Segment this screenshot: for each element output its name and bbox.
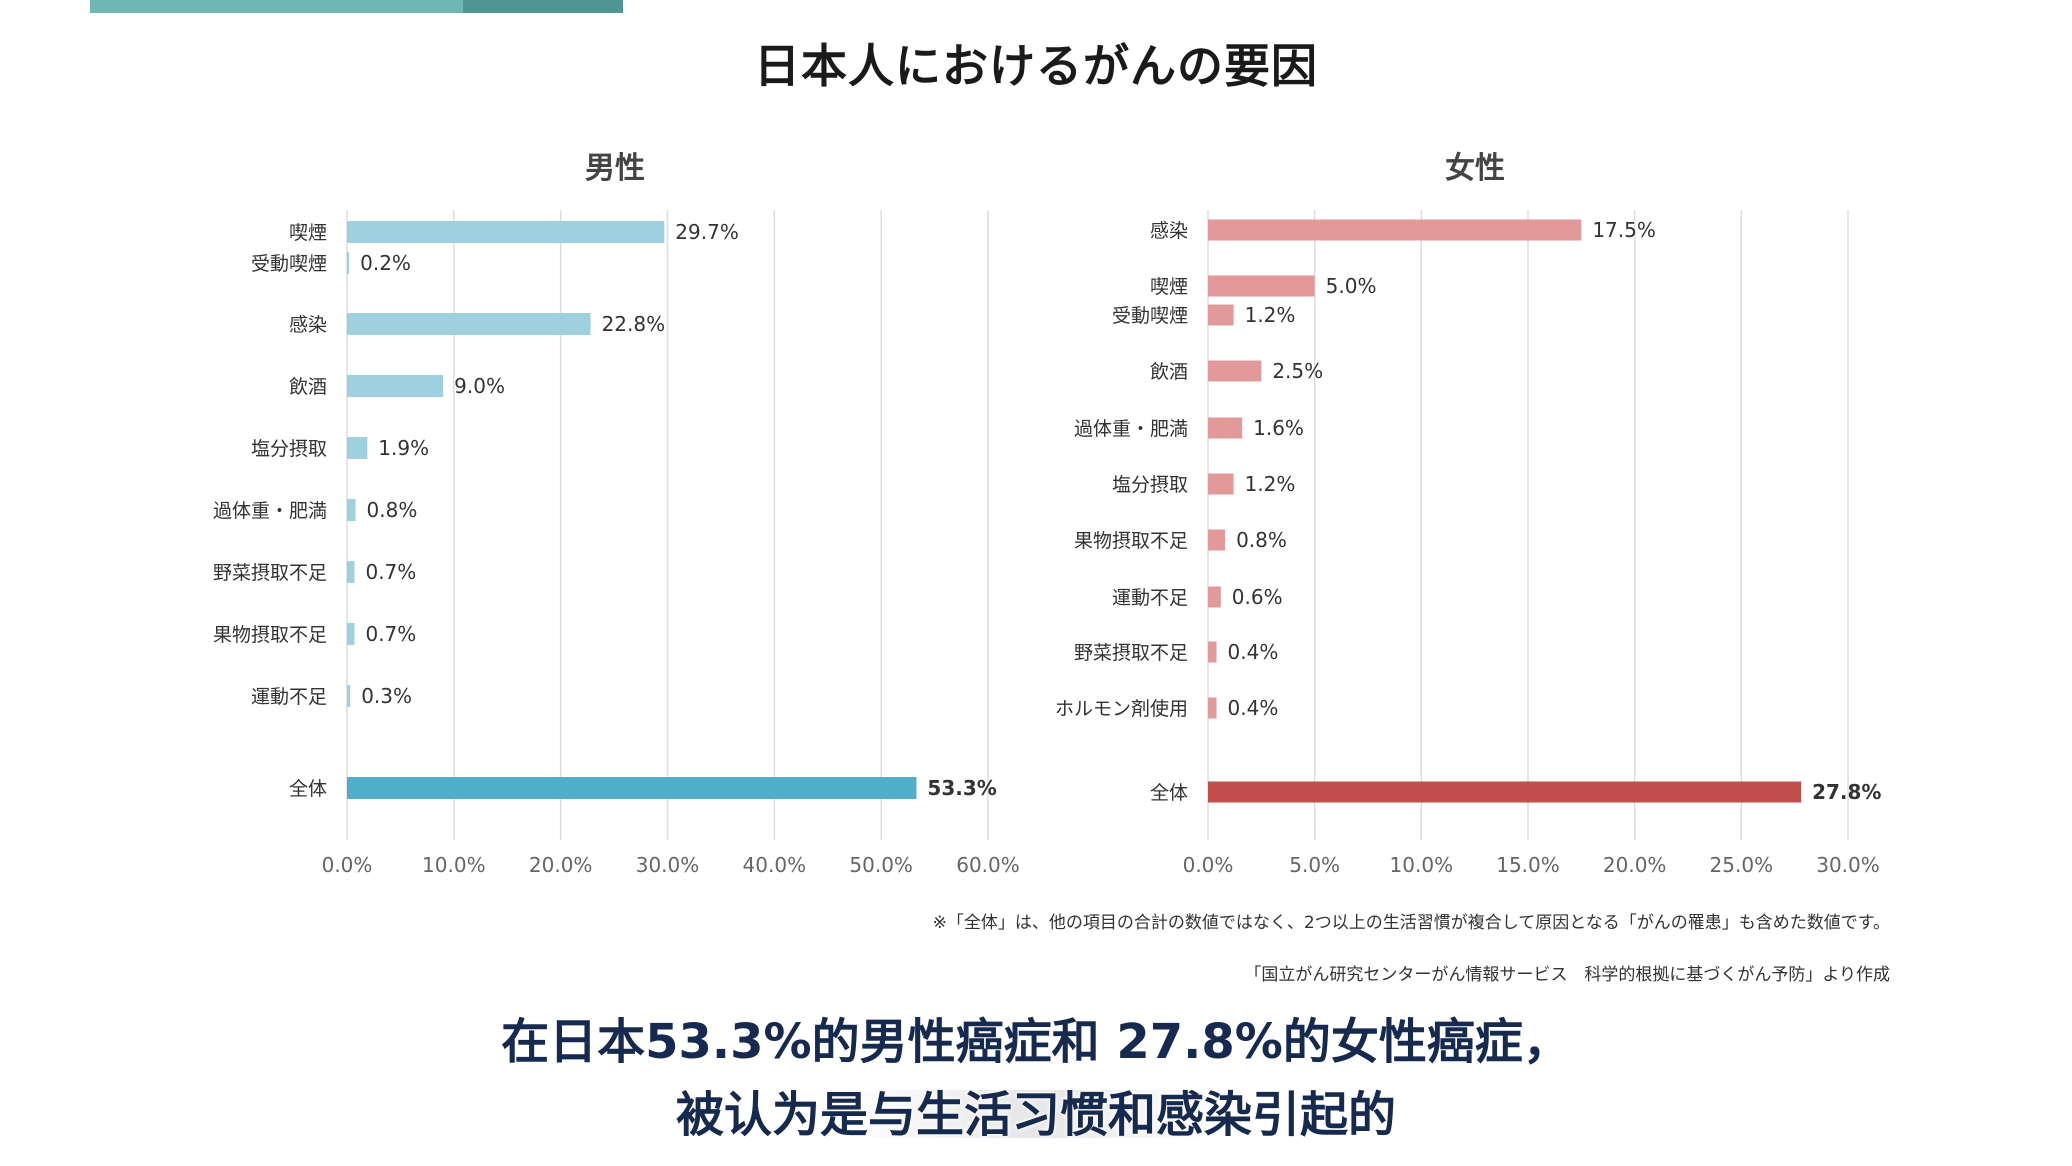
male-bar [347,499,356,521]
female-bar [1208,360,1262,382]
male-value-label: 0.7% [365,622,416,646]
male-value-label: 0.7% [365,560,416,584]
male-value-label: 0.8% [367,498,418,522]
male-bar [347,561,355,583]
female-value-label: 1.2% [1245,303,1296,327]
female-category-label: 塩分摂取 [1112,474,1188,496]
male-value-label: 29.7% [675,220,739,244]
male-bar [347,623,355,645]
female-value-label: 17.5% [1592,218,1656,242]
female-value-label: 0.8% [1236,528,1287,552]
male-bar [347,777,917,799]
female-value-label: 1.2% [1245,472,1296,496]
male-x-tick-label: 20.0% [529,853,593,877]
male-x-tick-label: 10.0% [422,853,486,877]
female-category-label: 運動不足 [1112,587,1188,609]
female-bar [1208,219,1582,241]
male-bar [347,375,444,397]
female-category-label: 果物摂取不足 [1074,530,1188,552]
male-category-label: 受動喫煙 [251,253,327,275]
male-x-tick-label: 50.0% [849,853,913,877]
female-bar [1208,586,1221,608]
male-chart-title: 男性 [585,151,645,186]
male-value-label: 0.3% [361,684,412,708]
male-bar [347,313,591,335]
female-category-label: 受動喫煙 [1112,305,1188,327]
female-bar [1208,417,1243,439]
female-bar [1208,529,1226,551]
female-category-label: 野菜摂取不足 [1074,642,1188,664]
male-value-label: 22.8% [602,312,666,336]
female-value-label: 0.6% [1232,585,1283,609]
male-x-tick-label: 0.0% [322,853,373,877]
male-category-label: 過体重・肥満 [213,500,327,522]
male-value-label: 9.0% [454,374,505,398]
female-x-tick-label: 5.0% [1289,853,1340,877]
female-x-tick-label: 20.0% [1603,853,1667,877]
video-subtitle-line-2: 被认为是与生活习惯和感染引起的 [675,1087,1396,1143]
video-subtitle-line-1: 在日本53.3%的男性癌症和 27.8%的女性癌症， [501,1014,1571,1070]
female-bar [1208,641,1217,663]
charts-svg: 男性 0.0% 10.0% 20.0% 30.0% 40.0% 50.0% 60.0% 喫煙 29… [213,151,1881,877]
male-value-label: 1.9% [378,436,429,460]
female-category-label: ホルモン剤使用 [1055,698,1188,720]
male-category-label: 塩分摂取 [251,438,327,460]
male-value-label: 0.2% [360,251,411,275]
female-bar [1208,473,1234,495]
female-category-label: 全体 [1150,782,1188,804]
female-category-label: 感染 [1150,220,1188,242]
male-bar [347,252,350,274]
male-bar [347,437,368,459]
top-accent-bar-segment [463,0,623,13]
female-bar [1208,304,1234,326]
male-category-label: 全体 [289,778,327,800]
male-x-tick-label: 30.0% [636,853,700,877]
male-category-label: 喫煙 [289,222,327,244]
female-x-tick-label: 25.0% [1710,853,1774,877]
female-chart-title: 女性 [1445,151,1505,186]
source-note: 「国立がん研究センターがん情報サービス 科学的根拠に基づくがん予防」より作成 [1244,965,1890,985]
female-value-label: 5.0% [1326,274,1377,298]
female-bar [1208,275,1315,297]
female-x-tick-label: 0.0% [1183,853,1234,877]
female-value-label: 2.5% [1272,359,1323,383]
female-bar [1208,781,1802,803]
female-x-tick-label: 15.0% [1496,853,1560,877]
male-bar [347,685,351,707]
male-x-tick-label: 60.0% [956,853,1020,877]
male-value-label: 53.3% [927,776,996,800]
male-bar [347,221,665,243]
female-category-label: 過体重・肥満 [1074,418,1188,440]
male-category-label: 飲酒 [289,376,327,398]
female-category-label: 飲酒 [1150,361,1188,383]
male-x-tick-label: 40.0% [743,853,807,877]
footnote-total-explanation: ※「全体」は、他の項目の合計の数値ではなく、2つ以上の生活習慣が複合して原因とな… [932,913,1890,933]
female-value-label: 0.4% [1228,696,1279,720]
female-value-label: 0.4% [1228,640,1279,664]
female-x-tick-label: 30.0% [1816,853,1880,877]
female-bar [1208,697,1217,719]
female-x-tick-label: 10.0% [1390,853,1454,877]
female-category-label: 喫煙 [1150,276,1188,298]
male-category-label: 野菜摂取不足 [213,562,327,584]
chart-main-title: 日本人におけるがんの要因 [754,39,1318,93]
watermark-overlay [850,1090,1220,1138]
female-value-label: 1.6% [1253,416,1304,440]
male-category-label: 感染 [289,314,327,336]
male-category-label: 果物摂取不足 [213,624,327,646]
female-value-label: 27.8% [1812,780,1881,804]
male-category-label: 運動不足 [251,686,327,708]
